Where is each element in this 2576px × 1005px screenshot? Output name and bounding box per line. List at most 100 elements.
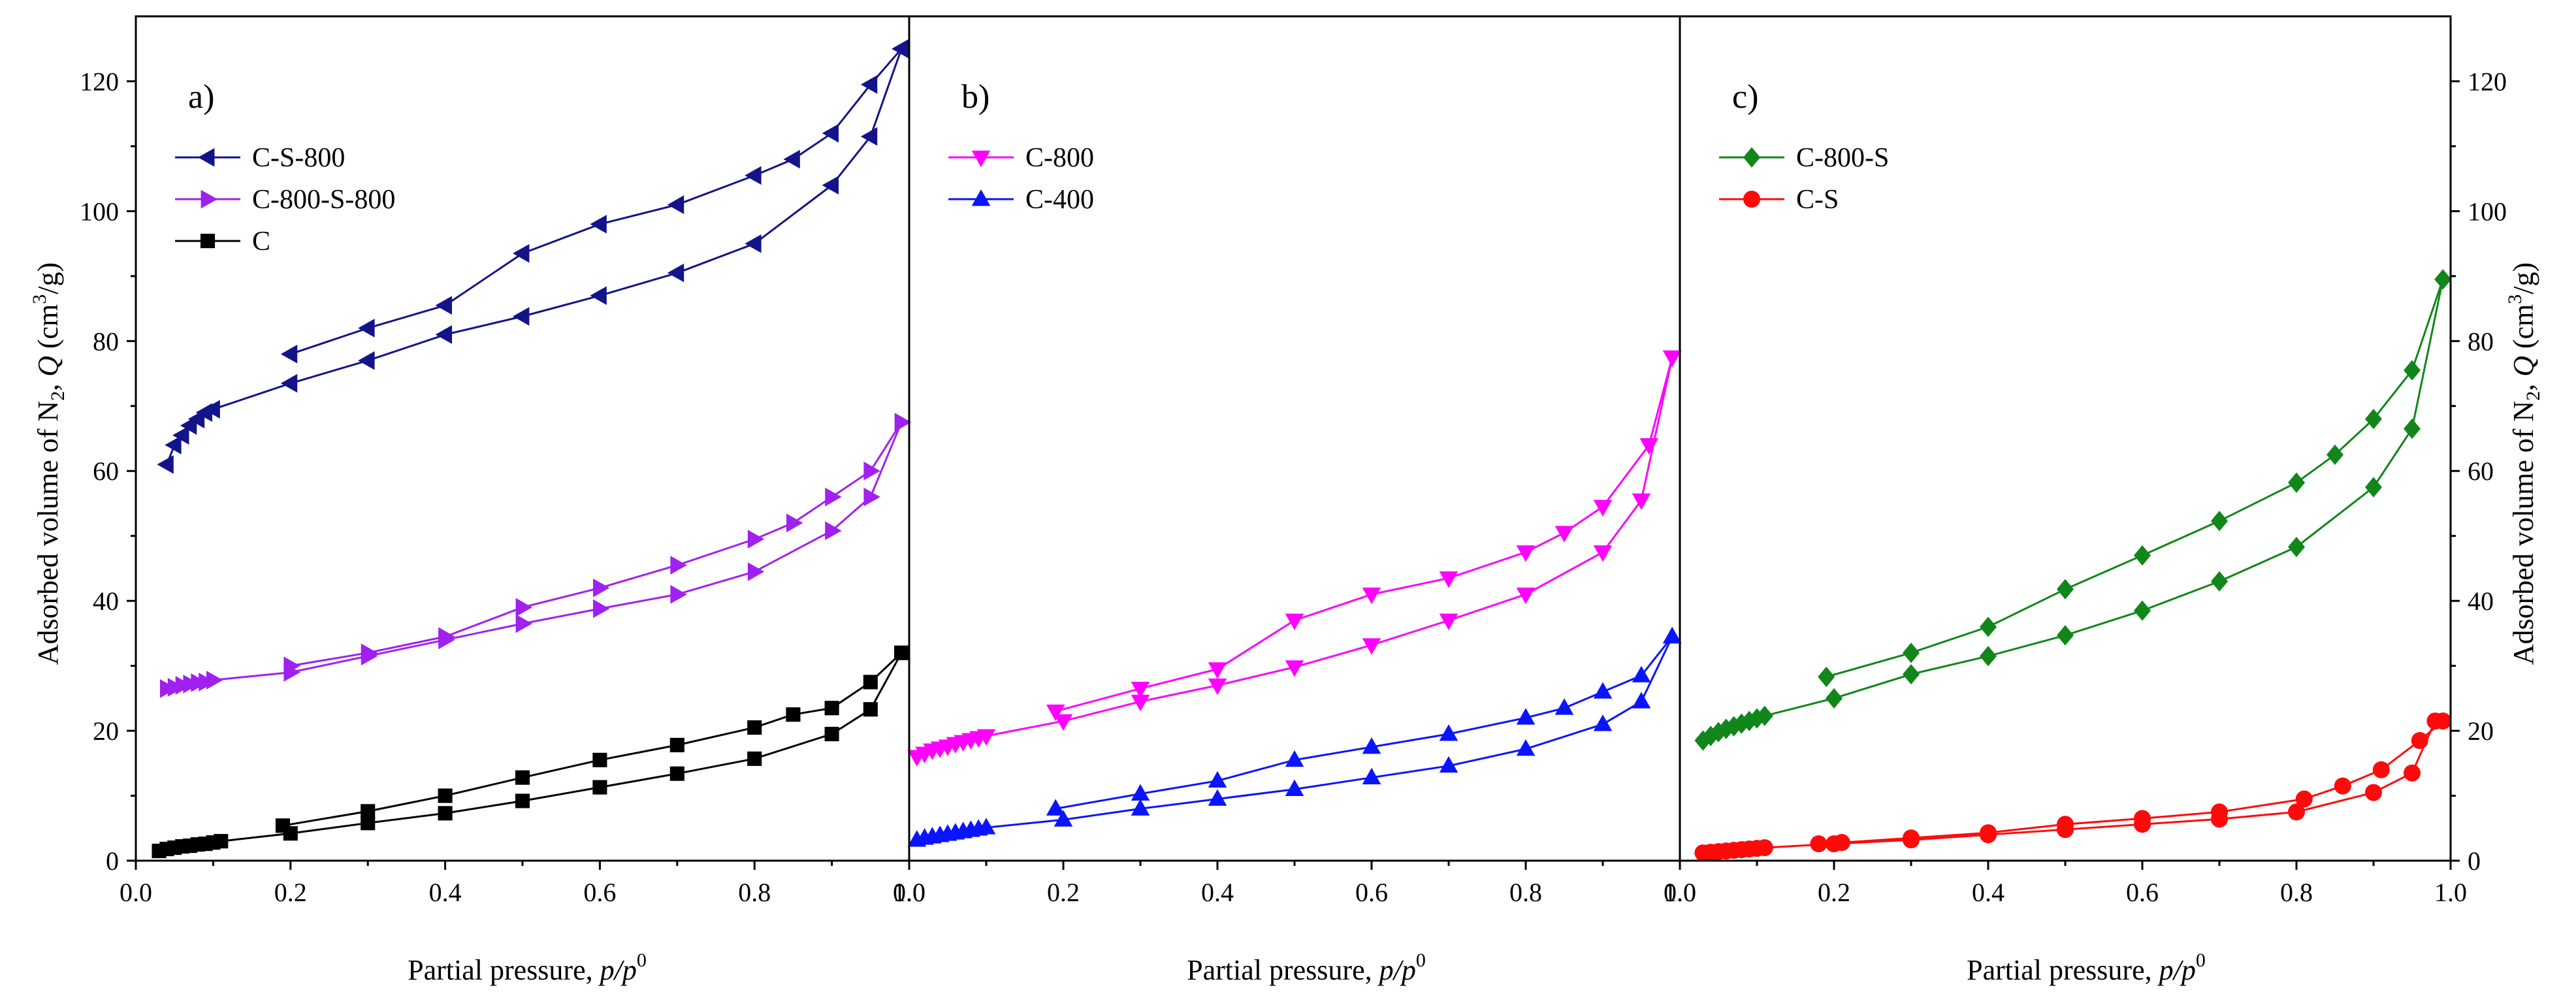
y-tick-label: 60 (93, 456, 119, 486)
data-point (669, 766, 684, 781)
data-point (2404, 764, 2421, 782)
series-line-adsorption (1702, 279, 2444, 742)
data-point (1362, 587, 1381, 605)
data-point (1593, 682, 1613, 699)
data-point (2211, 803, 2228, 821)
plot-frame (1679, 15, 2452, 862)
data-point (1554, 526, 1574, 543)
data-point (2365, 477, 2382, 498)
legend: C-800 C-400 (948, 143, 1094, 215)
data-point (2404, 418, 2421, 439)
data-point (1208, 662, 1227, 679)
x-tick-label: 1.0 (1664, 878, 1696, 907)
y-tick-label: 0 (2468, 846, 2481, 876)
data-point (1980, 616, 1997, 637)
data-point (590, 286, 607, 305)
x-tick-label: 0.4 (1201, 878, 1234, 907)
data-point (1285, 779, 1304, 796)
data-point (2434, 712, 2452, 730)
y-tick-label: 80 (2468, 327, 2494, 356)
data-point (438, 806, 453, 821)
legend-label: C-S-800 (252, 143, 345, 173)
series-C (152, 645, 909, 859)
data-point (976, 729, 996, 746)
data-point (1439, 756, 1458, 773)
data-point (1593, 545, 1613, 562)
x-tick-label: 0.0 (1664, 878, 1696, 907)
data-point (206, 671, 223, 690)
plot-frame (908, 15, 1681, 862)
data-point (1810, 835, 1827, 853)
series-line-desorption (1826, 279, 2444, 678)
series-C-800-S-800 (159, 413, 912, 698)
data-point (1285, 613, 1304, 630)
data-point (1046, 704, 1065, 722)
legend-marker (198, 148, 215, 167)
data-point (747, 562, 765, 581)
data-point (513, 244, 530, 263)
data-point (2434, 269, 2452, 290)
panel-label: a) (188, 78, 214, 116)
x-tick-label: 0.2 (1818, 878, 1850, 907)
data-point (786, 707, 801, 722)
data-point (1639, 438, 1659, 455)
data-point (157, 455, 174, 474)
data-point (358, 351, 375, 370)
data-point (1131, 682, 1150, 699)
data-point (1818, 666, 1835, 688)
data-point (2365, 409, 2382, 430)
data-point (513, 307, 530, 326)
data-point (1710, 722, 1727, 742)
legend-marker (971, 189, 991, 206)
x-tick-label: 0.0 (893, 878, 926, 907)
data-point (515, 598, 532, 617)
data-point (1903, 829, 1920, 847)
data-point (2365, 784, 2382, 801)
data-point (822, 123, 839, 143)
data-point (1632, 692, 1651, 709)
data-point (1903, 643, 1920, 663)
data-point (863, 461, 880, 481)
x-tick-label: 0.0 (120, 878, 152, 907)
y-tick-label: 120 (2468, 67, 2507, 96)
data-point (745, 166, 762, 185)
series-C-800 (907, 350, 1682, 767)
data-point (1748, 708, 1765, 729)
data-point (1362, 638, 1381, 655)
data-point (593, 578, 610, 598)
data-point (590, 214, 607, 234)
data-point (669, 737, 684, 753)
data-point (1833, 834, 1850, 852)
data-point (515, 770, 530, 785)
data-point (172, 426, 189, 445)
data-point (1516, 545, 1536, 562)
legend-label: C-800-S (1796, 143, 1889, 173)
legend-marker (971, 150, 991, 167)
data-point (438, 788, 453, 803)
data-point (1980, 646, 1997, 667)
data-point (863, 487, 880, 507)
y-tick-label: 120 (80, 67, 119, 96)
y-tick-label: 80 (93, 327, 119, 356)
data-point (860, 75, 878, 94)
data-point (1131, 694, 1150, 712)
data-point (1632, 665, 1651, 682)
data-point (280, 344, 298, 364)
data-point (1593, 500, 1613, 517)
series-line-adsorption (159, 652, 903, 852)
data-point (860, 127, 878, 146)
legend-label: C (252, 227, 270, 257)
data-point (2295, 790, 2313, 808)
panel-1: 0.0 0.2 0.4 0.6 0.8 1.0 b) C-800 C-400 (893, 15, 1696, 907)
series-line-adsorption (167, 422, 903, 690)
data-point (1054, 810, 1073, 827)
data-point (667, 195, 684, 214)
data-point (592, 780, 607, 795)
data-point (894, 413, 912, 432)
x-tick-label: 0.8 (738, 878, 771, 907)
data-point (165, 436, 182, 455)
data-point (892, 39, 909, 59)
x-tick-label: 0.6 (583, 878, 616, 907)
x-tick-label: 0.8 (2280, 878, 2313, 907)
